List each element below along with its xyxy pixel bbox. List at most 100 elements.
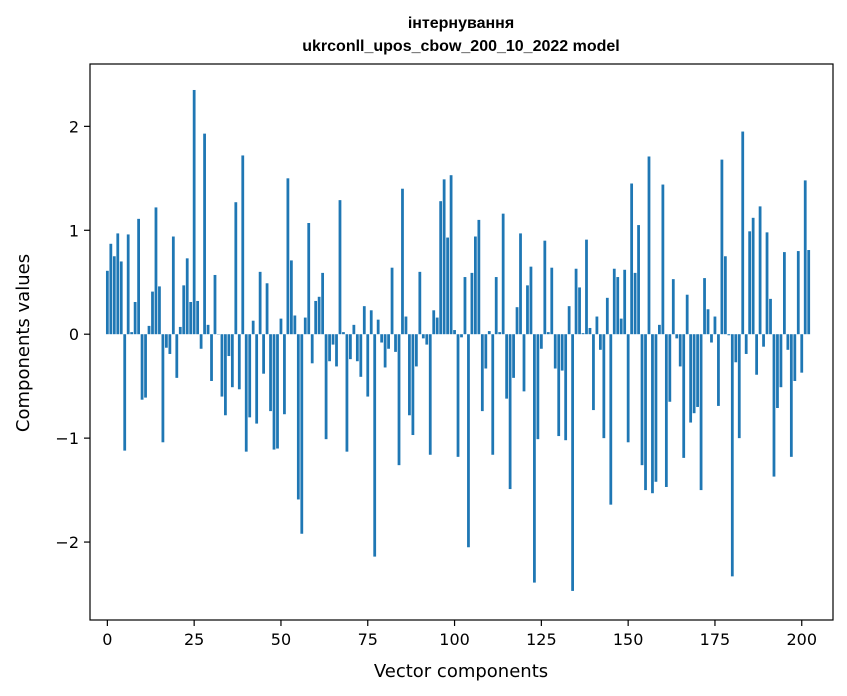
bar bbox=[487, 331, 491, 335]
bar bbox=[567, 306, 571, 335]
bar bbox=[175, 334, 179, 378]
x-tick-label: 200 bbox=[786, 630, 817, 649]
bar bbox=[647, 156, 651, 335]
bar bbox=[338, 200, 342, 335]
bar bbox=[786, 334, 790, 350]
bar bbox=[203, 133, 206, 335]
bar bbox=[244, 334, 248, 452]
bar bbox=[255, 334, 259, 424]
x-axis-label: Vector components bbox=[374, 661, 548, 682]
bar bbox=[224, 334, 227, 416]
bar bbox=[151, 291, 154, 335]
bar bbox=[626, 334, 630, 443]
bar bbox=[713, 316, 717, 335]
bar bbox=[578, 287, 581, 335]
bar bbox=[147, 325, 151, 335]
bar bbox=[602, 334, 606, 439]
bar bbox=[539, 334, 543, 349]
bar bbox=[310, 334, 314, 364]
bar bbox=[654, 334, 658, 482]
bar bbox=[730, 334, 734, 577]
bar bbox=[408, 334, 411, 416]
bar bbox=[741, 131, 745, 335]
bars-group bbox=[105, 89, 811, 591]
bar bbox=[109, 243, 113, 335]
bar bbox=[585, 239, 588, 335]
bar bbox=[689, 334, 693, 423]
bar bbox=[668, 334, 672, 402]
bar bbox=[807, 250, 811, 335]
bar bbox=[474, 236, 477, 335]
bar bbox=[564, 334, 568, 441]
bar bbox=[133, 301, 137, 335]
bar bbox=[237, 334, 241, 390]
bar bbox=[696, 334, 699, 407]
bar bbox=[342, 332, 345, 335]
bar bbox=[460, 334, 463, 338]
bar bbox=[144, 334, 147, 398]
bar bbox=[276, 334, 279, 449]
bar bbox=[637, 225, 640, 335]
bar bbox=[623, 269, 627, 335]
bar bbox=[630, 183, 634, 335]
x-tick-label: 175 bbox=[700, 630, 731, 649]
bar bbox=[480, 334, 484, 412]
bar bbox=[248, 334, 252, 418]
bar bbox=[640, 334, 644, 466]
bar bbox=[442, 179, 446, 335]
bar bbox=[383, 334, 387, 368]
bar bbox=[536, 334, 540, 440]
bar bbox=[414, 334, 418, 367]
bar bbox=[192, 89, 196, 335]
bar bbox=[185, 258, 189, 335]
bar bbox=[783, 252, 786, 335]
bar bbox=[296, 334, 300, 500]
bar bbox=[230, 334, 234, 388]
bar bbox=[161, 334, 165, 443]
bar bbox=[605, 297, 609, 335]
bar bbox=[720, 159, 724, 335]
y-tick-label: −2 bbox=[55, 533, 79, 552]
bar bbox=[800, 334, 804, 373]
bar bbox=[533, 334, 536, 583]
bar bbox=[717, 334, 720, 406]
bar bbox=[286, 178, 290, 335]
bar bbox=[394, 334, 397, 352]
bar bbox=[755, 334, 759, 375]
bar bbox=[272, 334, 276, 450]
bar bbox=[349, 334, 352, 360]
bar bbox=[619, 318, 623, 335]
y-axis-ticks: −2 −1 0 1 2 bbox=[55, 117, 90, 552]
bar bbox=[685, 294, 689, 335]
bar bbox=[168, 334, 172, 354]
bar bbox=[380, 334, 384, 343]
bar bbox=[494, 277, 498, 335]
bar bbox=[234, 202, 238, 335]
y-tick-label: 0 bbox=[69, 325, 79, 344]
bar bbox=[758, 206, 762, 335]
bar bbox=[359, 334, 363, 377]
bar bbox=[678, 334, 682, 367]
bar bbox=[574, 268, 578, 335]
bar bbox=[289, 260, 293, 335]
bar bbox=[543, 240, 547, 335]
bar bbox=[449, 175, 453, 335]
bar bbox=[633, 272, 637, 335]
bar bbox=[331, 334, 335, 345]
bar bbox=[748, 231, 752, 335]
bar bbox=[251, 320, 255, 335]
bar bbox=[522, 334, 526, 392]
bar bbox=[616, 277, 620, 335]
bar bbox=[199, 334, 203, 349]
bar bbox=[682, 334, 686, 458]
bar bbox=[213, 274, 217, 335]
bar bbox=[661, 184, 665, 335]
bar bbox=[793, 334, 797, 381]
bar bbox=[158, 286, 161, 335]
bar bbox=[376, 319, 380, 335]
bar bbox=[189, 301, 193, 335]
x-tick-label: 50 bbox=[271, 630, 291, 649]
bar bbox=[446, 237, 449, 335]
bar bbox=[703, 278, 706, 335]
